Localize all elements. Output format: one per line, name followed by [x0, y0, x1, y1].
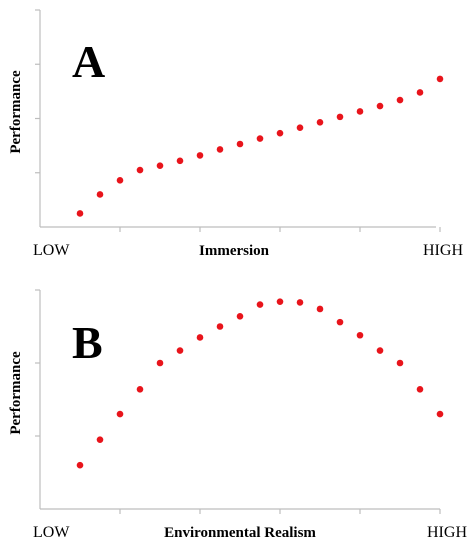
data-point-a: [416, 89, 424, 96]
data-point-a: [236, 140, 244, 148]
data-point-b: [76, 461, 84, 469]
data-point-b: [176, 347, 184, 354]
data-point-a: [156, 162, 164, 169]
data-point-b: [376, 347, 384, 354]
data-point-b: [276, 298, 284, 305]
data-point-b: [216, 323, 224, 330]
x-low-label-a: LOW: [33, 242, 70, 259]
data-point-b: [96, 436, 104, 443]
data-point-a: [76, 210, 84, 217]
data-point-a: [196, 152, 204, 159]
x-ticks-b: [119, 509, 441, 514]
data-point-b: [396, 359, 404, 367]
data-point-a: [136, 166, 144, 174]
data-point-b: [316, 305, 324, 313]
data-point-b: [236, 312, 244, 320]
data-point-b: [256, 301, 264, 308]
data-point-a: [176, 157, 184, 165]
y-axis-label-a: Performance: [8, 70, 24, 154]
panel-label-a: A: [72, 36, 105, 87]
data-point-a: [216, 146, 224, 153]
x-axis-label-a: Immersion: [199, 243, 270, 259]
x-low-label-b: LOW: [33, 524, 70, 541]
data-points-b: [76, 298, 444, 469]
data-point-a: [356, 108, 364, 115]
data-point-b: [156, 359, 164, 367]
panel-b: B LOW Environmental Realism HIGH Perform…: [8, 289, 467, 541]
data-point-a: [256, 135, 264, 142]
x-ticks-a: [119, 227, 441, 232]
x-high-label-b: HIGH: [427, 524, 467, 541]
data-point-a: [436, 75, 444, 83]
data-point-a: [336, 113, 344, 121]
y-ticks-b: [35, 289, 40, 437]
data-point-a: [396, 96, 404, 104]
data-point-b: [296, 299, 304, 306]
panel-label-b: B: [72, 317, 103, 368]
data-point-b: [356, 331, 364, 339]
x-axis-label-b: Environmental Realism: [164, 525, 316, 541]
data-point-b: [136, 385, 144, 393]
data-point-b: [416, 385, 424, 393]
data-points-a: [76, 75, 444, 217]
y-axis-label-b: Performance: [8, 351, 24, 435]
data-point-b: [436, 410, 444, 418]
data-point-a: [276, 129, 284, 137]
data-point-a: [296, 124, 304, 132]
data-point-a: [116, 177, 124, 184]
y-ticks-a: [35, 9, 40, 174]
data-point-a: [316, 118, 324, 126]
data-point-b: [336, 318, 344, 326]
panel-a: A LOW Immersion HIGH Performance: [8, 9, 463, 259]
data-point-a: [376, 102, 384, 110]
data-point-a: [96, 191, 104, 198]
data-point-b: [196, 334, 204, 341]
data-point-b: [116, 410, 124, 418]
x-high-label-a: HIGH: [423, 242, 463, 259]
